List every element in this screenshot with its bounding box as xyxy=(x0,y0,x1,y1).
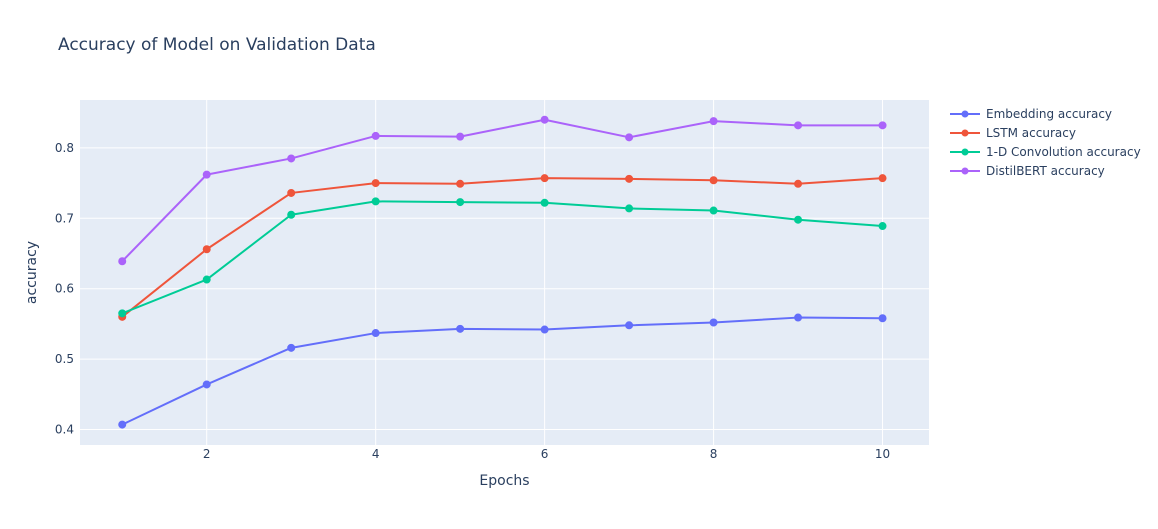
plot-area xyxy=(80,100,929,445)
data-point xyxy=(456,198,465,207)
grid-lines xyxy=(80,100,929,445)
data-point xyxy=(118,420,127,429)
series-group xyxy=(118,313,887,429)
y-tick-label: 0.7 xyxy=(55,211,74,225)
data-point xyxy=(540,174,549,183)
legend[interactable]: Embedding accuracy LSTM accuracy 1-D Convo… xyxy=(950,107,1141,178)
data-point xyxy=(709,176,718,185)
y-tick-label: 0.8 xyxy=(55,141,74,155)
legend-marker xyxy=(961,167,969,175)
data-point xyxy=(202,380,211,389)
data-point xyxy=(540,325,549,334)
legend-item[interactable]: LSTM accuracy xyxy=(950,126,1076,140)
data-point xyxy=(878,174,887,183)
series-line xyxy=(121,316,884,426)
data-point xyxy=(456,324,465,333)
chart-title: Accuracy of Model on Validation Data xyxy=(58,35,376,55)
legend-label: Embedding accuracy xyxy=(986,107,1112,121)
data-point xyxy=(540,115,549,124)
y-axis-ticks: 0.4 0.5 0.6 0.7 0.8 xyxy=(55,141,74,437)
data-point xyxy=(287,154,296,163)
data-point xyxy=(625,204,634,213)
data-point xyxy=(709,117,718,126)
data-point xyxy=(625,321,634,330)
data-point xyxy=(625,174,634,183)
legend-label: 1-D Convolution accuracy xyxy=(986,145,1141,159)
data-point xyxy=(371,131,380,140)
y-tick-label: 0.6 xyxy=(55,282,74,296)
series-group xyxy=(118,197,887,318)
data-point xyxy=(625,133,634,142)
data-point xyxy=(794,121,803,130)
data-point xyxy=(371,197,380,206)
data-point xyxy=(202,275,211,284)
data-point xyxy=(794,215,803,224)
x-tick-label: 6 xyxy=(541,447,549,461)
x-tick-label: 8 xyxy=(710,447,718,461)
y-tick-label: 0.5 xyxy=(55,352,74,366)
legend-label: DistilBERT accuracy xyxy=(986,164,1105,178)
series-group xyxy=(118,174,887,321)
x-axis-title: Epochs xyxy=(479,473,529,489)
legend-item[interactable]: Embedding accuracy xyxy=(950,107,1112,121)
data-point xyxy=(287,188,296,197)
series-lines xyxy=(118,115,887,429)
x-axis-ticks: 2 4 6 8 10 xyxy=(203,447,890,461)
data-point xyxy=(118,309,127,318)
data-point xyxy=(794,313,803,322)
data-point xyxy=(878,222,887,231)
data-point xyxy=(371,329,380,338)
data-point xyxy=(287,210,296,219)
data-point xyxy=(202,245,211,254)
x-tick-label: 2 xyxy=(203,447,211,461)
data-point xyxy=(456,132,465,141)
data-point xyxy=(371,179,380,188)
y-tick-label: 0.4 xyxy=(55,423,74,437)
series-line xyxy=(121,177,884,318)
legend-item[interactable]: 1-D Convolution accuracy xyxy=(950,145,1141,159)
data-point xyxy=(878,314,887,323)
x-tick-label: 4 xyxy=(372,447,380,461)
series-line xyxy=(121,118,884,263)
series-group xyxy=(118,115,887,266)
data-point xyxy=(456,179,465,188)
series-line xyxy=(121,200,884,315)
x-tick-label: 10 xyxy=(875,447,890,461)
legend-marker xyxy=(961,110,969,118)
legend-label: LSTM accuracy xyxy=(986,126,1076,140)
data-point xyxy=(118,257,127,266)
data-point xyxy=(709,206,718,215)
legend-item[interactable]: DistilBERT accuracy xyxy=(950,164,1105,178)
data-point xyxy=(287,343,296,352)
data-point xyxy=(709,318,718,327)
legend-marker xyxy=(961,148,969,156)
y-axis-title: accuracy xyxy=(24,241,40,304)
data-point xyxy=(878,121,887,130)
data-point xyxy=(202,170,211,179)
data-point xyxy=(540,198,549,207)
data-point xyxy=(794,179,803,188)
legend-marker xyxy=(961,129,969,137)
